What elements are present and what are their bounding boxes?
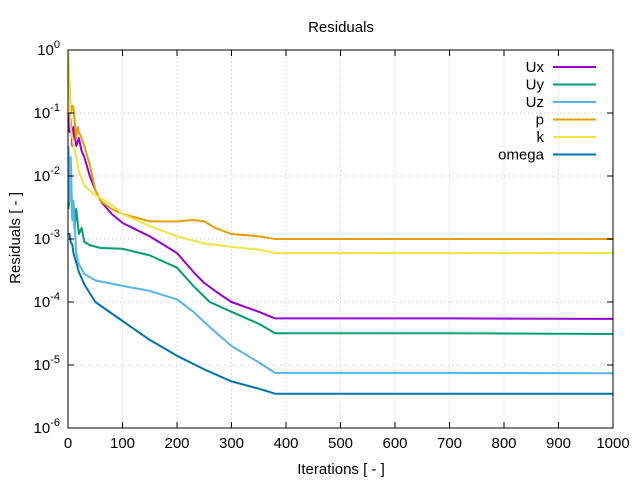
- series-line-Ux: [67, 112, 614, 320]
- x-axis-ticks: 0 100 200 300 400 500 600 700 800 900 1000: [64, 50, 630, 452]
- x-tick-label: 600: [382, 435, 407, 452]
- y-tick-base: 10: [34, 231, 51, 248]
- y-tick-label: 10-6: [34, 417, 60, 437]
- y-tick-base: 10: [34, 168, 51, 185]
- y-tick-exponent: -3: [50, 228, 60, 240]
- y-tick-label: 10-5: [34, 354, 60, 374]
- series-line-omega: [68, 233, 613, 395]
- y-tick-exponent: -5: [50, 354, 60, 366]
- y-tick-exponent: 0: [54, 39, 60, 51]
- x-tick-label: 200: [164, 435, 189, 452]
- legend-label-k: k: [537, 129, 545, 146]
- x-axis-label: Iterations [ - ]: [297, 461, 385, 478]
- series-line-k: [67, 52, 613, 254]
- y-tick-base: 10: [37, 42, 54, 59]
- y-tick-base: 10: [34, 105, 51, 122]
- y-tick-exponent: -2: [50, 165, 60, 177]
- x-tick-label: 800: [491, 435, 516, 452]
- y-tick-label: 10-4: [34, 291, 60, 311]
- series-lines: [67, 52, 614, 395]
- legend-label-Uz: Uz: [526, 94, 544, 111]
- y-tick-base: 10: [34, 420, 51, 437]
- y-tick-base: 10: [34, 294, 51, 311]
- y-tick-base: 10: [34, 357, 51, 374]
- legend-label-omega: omega: [498, 147, 545, 164]
- x-tick-label: 700: [437, 435, 462, 452]
- y-axis-label: Residuals [ - ]: [7, 192, 24, 284]
- y-tick-label: 10-1: [34, 102, 60, 122]
- x-tick-label: 500: [328, 435, 353, 452]
- y-tick-label: 10-3: [34, 228, 60, 248]
- series-line-Uz: [67, 145, 614, 375]
- x-tick-label: 300: [219, 435, 244, 452]
- y-tick-label: 10-2: [34, 165, 60, 185]
- legend-label-Uy: Uy: [526, 77, 545, 94]
- y-tick-exponent: -1: [50, 102, 60, 114]
- x-tick-label: 100: [110, 435, 135, 452]
- x-tick-label: 400: [273, 435, 298, 452]
- legend-label-Ux: Ux: [526, 59, 545, 76]
- y-tick-exponent: -6: [50, 417, 60, 429]
- x-tick-label: 1000: [596, 435, 629, 452]
- y-tick-exponent: -4: [50, 291, 60, 303]
- y-tick-label: 100: [37, 39, 60, 59]
- chart-title: Residuals: [308, 19, 374, 36]
- legend-label-p: p: [536, 112, 544, 129]
- x-tick-label: 0: [64, 435, 72, 452]
- x-tick-label: 900: [546, 435, 571, 452]
